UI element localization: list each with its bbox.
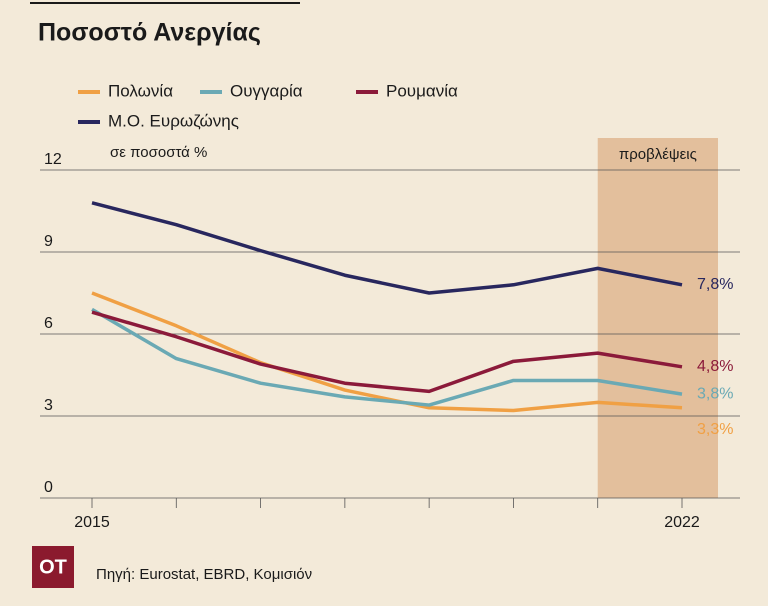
forecast-label: προβλέψεις bbox=[619, 146, 697, 163]
y-axis-label: σε ποσοστά % bbox=[110, 144, 207, 161]
value-label: 3,3% bbox=[697, 421, 733, 438]
x-tick-label: 2022 bbox=[664, 514, 700, 531]
legend-label: Μ.Ο. Ευρωζώνης bbox=[108, 111, 239, 130]
y-tick-label: 0 bbox=[44, 479, 53, 496]
value-label: 3,8% bbox=[697, 385, 733, 402]
y-tick-label: 12 bbox=[44, 151, 62, 168]
logo: OT bbox=[39, 556, 67, 578]
legend-label: Ρουμανία bbox=[386, 81, 458, 100]
series-line bbox=[91, 201, 683, 295]
y-tick-label: 3 bbox=[44, 397, 53, 414]
source: Πηγή: Eurostat, EBRD, Κομισιόν bbox=[96, 566, 312, 583]
chart-title: Ποσοστό Ανεργίας bbox=[38, 19, 261, 47]
series-line bbox=[91, 310, 683, 394]
forecast-band bbox=[597, 138, 718, 498]
logo-box bbox=[32, 546, 74, 588]
legend-label: Πολωνία bbox=[108, 81, 173, 100]
legend-label: Ουγγαρία bbox=[230, 81, 303, 100]
value-label: 7,8% bbox=[697, 276, 733, 293]
y-tick-label: 6 bbox=[44, 315, 53, 332]
series-line bbox=[91, 307, 683, 407]
series-line bbox=[91, 291, 683, 413]
y-tick-label: 9 bbox=[44, 233, 53, 250]
value-label: 4,8% bbox=[697, 358, 733, 375]
x-tick-label: 2015 bbox=[74, 514, 110, 531]
